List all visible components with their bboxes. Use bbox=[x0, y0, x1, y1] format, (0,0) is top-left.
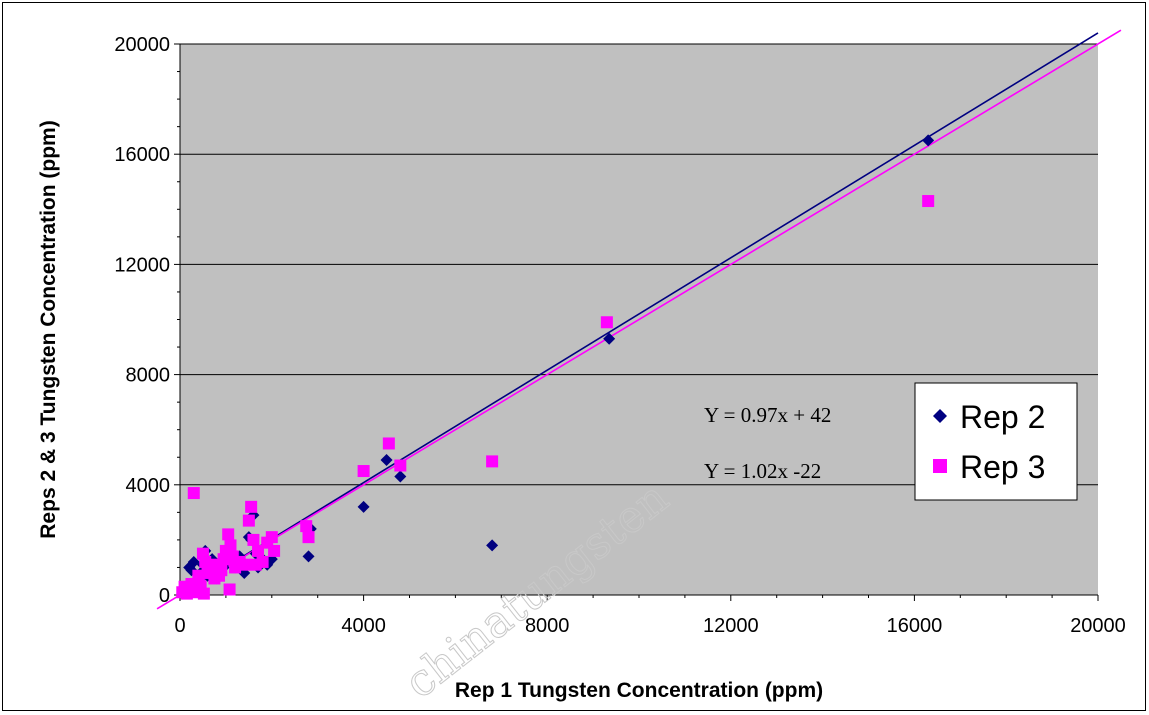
point-rep-3 bbox=[245, 500, 258, 513]
point-rep-3 bbox=[238, 558, 251, 571]
point-rep-3 bbox=[187, 487, 200, 500]
y-axis-title: Reps 2 & 3 Tungsten Concentration (ppm) bbox=[37, 120, 60, 538]
point-rep-3 bbox=[215, 564, 228, 577]
point-rep-3 bbox=[249, 558, 262, 571]
point-rep-3 bbox=[252, 544, 265, 557]
point-rep-3 bbox=[302, 531, 315, 544]
y-tick-label: 12000 bbox=[114, 254, 170, 276]
point-rep-3 bbox=[382, 437, 395, 450]
x-tick-label: 16000 bbox=[887, 615, 943, 637]
y-tick-label: 8000 bbox=[126, 365, 171, 387]
trendline-equation: Y = 1.02x -22 bbox=[704, 459, 821, 483]
legend-marker bbox=[933, 459, 947, 473]
point-rep-2 bbox=[394, 470, 407, 483]
point-rep-3 bbox=[300, 520, 313, 533]
trendline-rep-3 bbox=[156, 29, 1122, 610]
point-rep-2 bbox=[486, 539, 499, 552]
point-rep-3 bbox=[357, 465, 370, 478]
point-rep-3 bbox=[268, 544, 281, 557]
point-rep-3 bbox=[197, 587, 210, 600]
x-tick-label: 12000 bbox=[703, 615, 759, 637]
legend-label: Rep 2 bbox=[960, 399, 1045, 435]
point-rep-3 bbox=[247, 533, 260, 546]
point-rep-3 bbox=[224, 539, 237, 552]
x-tick-label: 20000 bbox=[1070, 615, 1126, 637]
y-tick-label: 20000 bbox=[114, 34, 170, 56]
point-rep-3 bbox=[242, 514, 255, 527]
point-rep-2 bbox=[187, 555, 200, 568]
point-rep-3 bbox=[223, 583, 236, 596]
y-tick-label: 0 bbox=[159, 585, 170, 607]
x-tick-label: 0 bbox=[174, 615, 185, 637]
y-tick-label: 4000 bbox=[126, 475, 171, 497]
point-rep-3 bbox=[256, 555, 269, 568]
x-tick-label: 8000 bbox=[525, 615, 570, 637]
point-rep-2 bbox=[380, 454, 393, 467]
x-tick-label: 4000 bbox=[341, 615, 386, 637]
point-rep-2 bbox=[357, 500, 370, 513]
y-tick-label: 16000 bbox=[114, 144, 170, 166]
legend-marker bbox=[933, 409, 947, 423]
point-rep-2 bbox=[922, 134, 935, 147]
point-rep-3 bbox=[394, 459, 407, 472]
legend bbox=[914, 382, 1078, 501]
point-rep-3 bbox=[265, 531, 278, 544]
point-rep-2 bbox=[603, 332, 616, 345]
point-rep-3 bbox=[192, 569, 205, 582]
point-rep-3 bbox=[486, 455, 499, 468]
point-rep-3 bbox=[600, 316, 613, 329]
legend-label: Rep 3 bbox=[960, 449, 1045, 485]
x-axis-title: Rep 1 Tungsten Concentration (ppm) bbox=[455, 679, 823, 702]
trendline-rep-2 bbox=[179, 32, 1099, 596]
point-rep-3 bbox=[922, 195, 935, 208]
point-rep-2 bbox=[302, 550, 315, 563]
trendline-equation: Y = 0.97x + 42 bbox=[704, 403, 831, 427]
point-rep-3 bbox=[222, 528, 235, 541]
